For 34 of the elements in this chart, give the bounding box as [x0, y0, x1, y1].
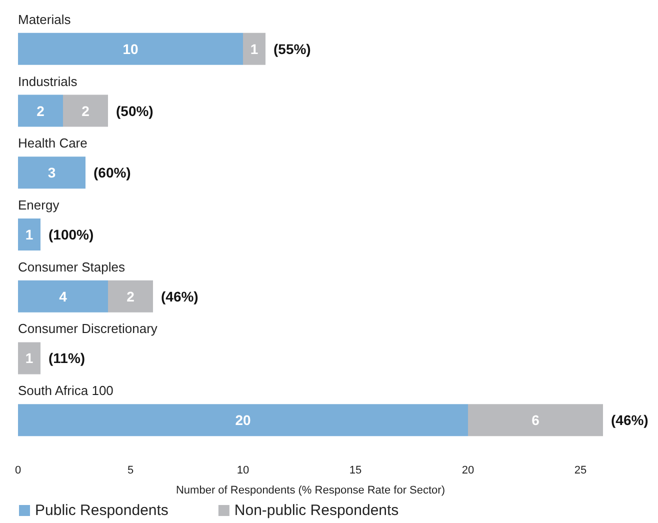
data-label: 20 [235, 412, 251, 428]
x-tick-label: 5 [127, 464, 134, 476]
x-tick-label: 0 [14, 464, 22, 476]
y-tick-label: Materials [18, 12, 72, 27]
x-axis-title: Number of Respondents (% Response Rate for Sector) [176, 484, 446, 496]
data-label: 1 [25, 226, 34, 242]
annotation: (60%) [94, 164, 131, 181]
data-label: 1 [25, 350, 34, 366]
legend-label: Non-public Respondents [234, 502, 399, 519]
annotation: (46%) [611, 412, 648, 428]
data-label: 1 [250, 40, 258, 57]
x-tick-label: 10 [236, 464, 250, 476]
annotation: (55%) [274, 40, 311, 57]
x-tick-label: 20 [462, 464, 474, 476]
annotation: (50%) [116, 102, 154, 119]
legend-label: Public Respondents [35, 502, 168, 519]
y-tick-label: Energy [18, 198, 60, 212]
x-tick-label: 15 [349, 464, 362, 476]
data-label: 10 [122, 40, 138, 57]
data-label: 4 [59, 288, 68, 304]
data-label: 3 [48, 164, 56, 181]
data-label: 2 [126, 288, 135, 304]
y-tick-label: Industrials [18, 74, 78, 89]
data-label: 2 [36, 102, 45, 119]
annotation: (100%) [48, 226, 94, 242]
y-tick-label: Consumer Staples [18, 259, 126, 274]
data-label: 6 [532, 412, 540, 428]
annotation: (46%) [161, 288, 198, 304]
y-tick-label: South Africa 100 [18, 383, 114, 398]
annotation: (11%) [48, 350, 86, 366]
data-label: 2 [82, 102, 90, 119]
x-tick-label: 25 [574, 464, 587, 476]
y-tick-label: Health Care [18, 136, 88, 151]
y-tick-label: Consumer Discretionary [18, 321, 158, 336]
